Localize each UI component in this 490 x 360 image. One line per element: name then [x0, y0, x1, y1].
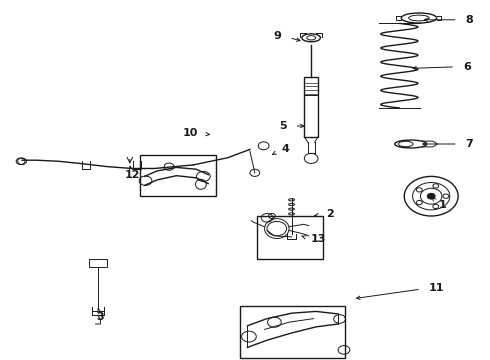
- Bar: [304, 77, 318, 137]
- Text: 12: 12: [124, 170, 140, 180]
- Text: 5: 5: [279, 121, 287, 131]
- Text: 9: 9: [274, 31, 282, 41]
- Text: 6: 6: [463, 62, 471, 72]
- Circle shape: [427, 193, 435, 199]
- Text: 2: 2: [326, 209, 334, 219]
- Text: 8: 8: [466, 15, 473, 25]
- Text: 7: 7: [466, 139, 473, 149]
- Text: 4: 4: [282, 144, 290, 154]
- Bar: [89, 259, 107, 267]
- Text: 1: 1: [439, 200, 446, 210]
- Text: 11: 11: [429, 283, 444, 293]
- Text: 13: 13: [311, 234, 326, 244]
- Text: 10: 10: [183, 128, 198, 138]
- Text: 3: 3: [97, 312, 104, 322]
